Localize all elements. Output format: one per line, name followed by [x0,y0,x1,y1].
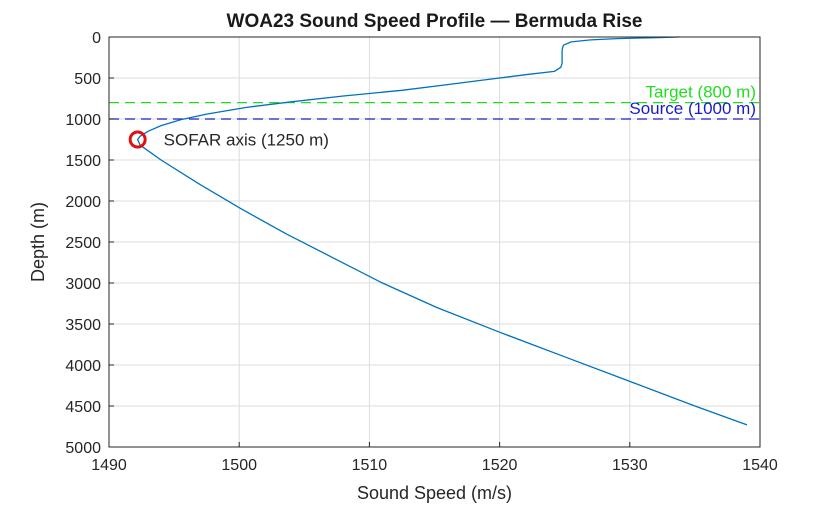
y-tick-label: 0 [92,30,101,47]
y-tick-label: 500 [74,71,101,88]
x-tick-label: 1490 [91,457,127,474]
reference-lines: Target (800 m)Source (1000 m) [109,83,760,120]
y-tick-label: 4000 [65,358,101,375]
reference-line-label: Source (1000 m) [629,99,756,118]
sofar-axis-marker [128,130,147,149]
sound-speed-line [136,36,748,426]
x-tick-label: 1500 [221,457,257,474]
sofar-axis-label: SOFAR axis (1250 m) [164,131,329,150]
y-tick-label: 2500 [65,235,101,252]
chart-title: WOA23 Sound Speed Profile — Bermuda Rise [227,11,643,32]
x-axis-label: Sound Speed (m/s) [357,483,512,503]
annotations: SOFAR axis (1250 m) [128,130,329,150]
series-layer [136,36,748,426]
y-axis-label: Depth (m) [28,202,48,282]
y-tick-label: 4500 [65,399,101,416]
x-tick-label: 1520 [482,457,518,474]
y-tick-label: 3000 [65,276,101,293]
x-tick-label: 1540 [742,457,778,474]
reference-line-label: Target (800 m) [645,83,756,102]
y-ticks: 0 500 1000 1500 2000 2500 3000 3500 4000 4500 5000 [65,30,114,457]
x-tick-label: 1530 [612,457,648,474]
x-ticks: 1490 1500 1510 1520 1530 1540 [91,442,778,474]
y-tick-label: 5000 [65,440,101,457]
y-tick-label: 1500 [65,153,101,170]
y-tick-label: 2000 [65,194,101,211]
y-tick-label: 1000 [65,112,101,129]
x-tick-label: 1510 [352,457,388,474]
y-tick-label: 3500 [65,317,101,334]
